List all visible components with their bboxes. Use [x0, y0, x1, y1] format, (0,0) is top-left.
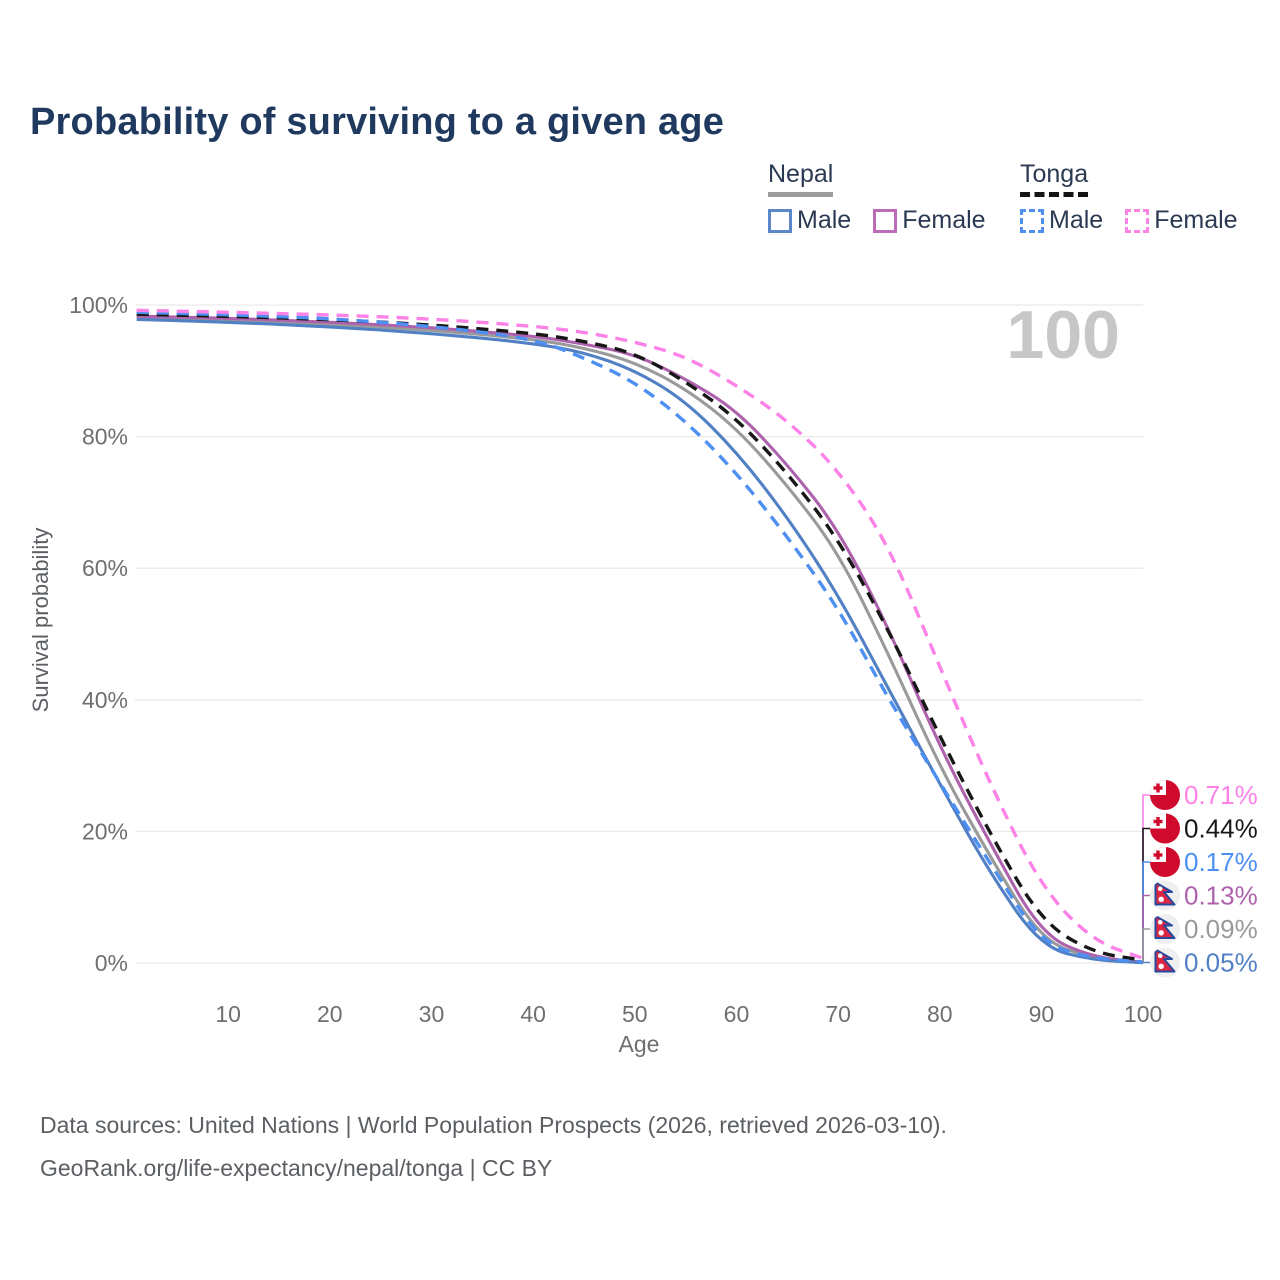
tonga-female-swatch-icon [1125, 208, 1150, 233]
series-line-tonga-all[interactable] [136, 312, 1144, 962]
legend-group-nepal: Nepal Male Female [768, 160, 1008, 235]
page-title: Probability of surviving to a given age [30, 101, 725, 144]
legend-item-nepal-female[interactable]: Female [873, 206, 986, 235]
end-label-nepal-all[interactable]: 0.09% [1184, 914, 1258, 944]
end-label-leader-tonga-all [1142, 827, 1150, 961]
nepal-flag-icon [1150, 880, 1180, 911]
x-axis-tick-label: 40 [520, 1001, 546, 1027]
nepal-male-swatch-icon [768, 208, 792, 233]
y-axis-tick-label: 20% [82, 818, 128, 844]
end-label-nepal-female[interactable]: 0.13% [1184, 881, 1258, 911]
end-label-tonga-female[interactable]: 0.71% [1184, 780, 1258, 810]
legend-item-nepal-male[interactable]: Male [768, 206, 851, 235]
end-label-tonga-all[interactable]: 0.44% [1184, 814, 1258, 844]
series-line-nepal-female[interactable] [136, 314, 1144, 964]
y-axis-tick-label: 0% [95, 950, 128, 976]
series-line-tonga-female[interactable] [136, 308, 1144, 960]
footer-source-line: Data sources: United Nations | World Pop… [40, 1112, 947, 1138]
chart-footer: Data sources: United Nations | World Pop… [40, 1104, 947, 1190]
y-axis-tick-label: 60% [82, 555, 128, 581]
x-axis-tick-label: 80 [927, 1001, 953, 1027]
legend-group-tonga: Tonga Male Female [1020, 160, 1260, 235]
x-axis-tick-label: 10 [215, 1001, 241, 1027]
end-label-leader-tonga-female [1142, 794, 1150, 959]
end-label-tonga-male[interactable]: 0.17% [1184, 847, 1258, 877]
nepal-flag-icon [1150, 947, 1180, 978]
x-axis-tick-label: 60 [724, 1001, 750, 1027]
x-axis-tick-label: 30 [419, 1001, 445, 1027]
x-axis-tick-label: 90 [1029, 1001, 1055, 1027]
y-axis-title: Survival probability [28, 528, 53, 713]
footer-attribution-line: GeoRank.org/life-expectancy/nepal/tonga … [40, 1155, 553, 1181]
x-axis-tick-label: 20 [317, 1001, 343, 1027]
x-axis-tick-label: 70 [825, 1001, 851, 1027]
legend-item-tonga-female[interactable]: Female [1125, 206, 1238, 235]
x-axis-tick-label: 50 [622, 1001, 648, 1027]
end-label-leader-nepal-all [1142, 928, 1150, 963]
x-axis-title: Age [619, 1031, 660, 1057]
legend-item-label: Female [1154, 206, 1238, 234]
series-line-nepal-male[interactable] [136, 317, 1144, 965]
tonga-flag-icon [1150, 780, 1180, 810]
legend-item-tonga-male[interactable]: Male [1020, 206, 1103, 235]
x-axis-tick-label: 100 [1124, 1001, 1162, 1027]
year-watermark: 100 [1007, 297, 1120, 373]
y-axis-tick-label: 80% [82, 424, 128, 450]
series-line-nepal-all[interactable] [136, 315, 1144, 964]
legend-heading-tonga[interactable]: Tonga [1020, 160, 1089, 197]
legend-item-label: Male [1049, 206, 1104, 234]
tonga-flag-icon [1150, 813, 1180, 844]
nepal-female-swatch-icon [873, 208, 898, 233]
series-line-tonga-male[interactable] [136, 310, 1144, 964]
y-axis-tick-label: 100% [69, 292, 128, 318]
nepal-flag-icon [1150, 914, 1180, 944]
legend-heading-nepal[interactable]: Nepal [768, 160, 834, 197]
tonga-male-swatch-icon [1020, 208, 1044, 233]
end-label-leader-tonga-male [1142, 861, 1150, 962]
legend-item-label: Female [902, 206, 986, 234]
tonga-flag-icon [1150, 847, 1180, 877]
end-label-nepal-male[interactable]: 0.05% [1184, 948, 1258, 978]
legend-item-label: Male [797, 206, 852, 234]
y-axis-tick-label: 40% [82, 687, 128, 713]
